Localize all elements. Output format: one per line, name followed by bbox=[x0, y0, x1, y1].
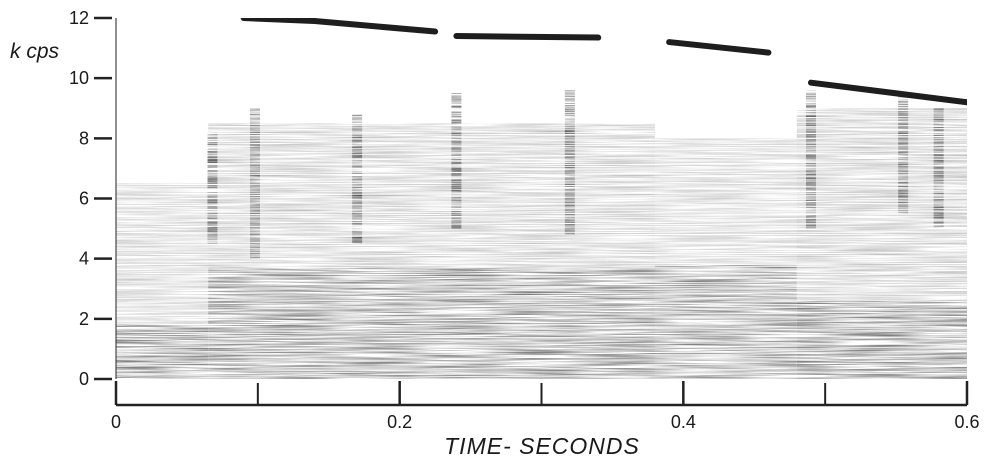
y-tick-label: 2 bbox=[79, 309, 89, 329]
y-tick-label: 10 bbox=[69, 68, 89, 88]
spectrogram-striations bbox=[207, 90, 944, 259]
y-axis-title: k cps bbox=[10, 40, 60, 63]
vertical-striation bbox=[451, 93, 462, 229]
vertical-striation bbox=[933, 108, 944, 229]
y-tick-label: 8 bbox=[79, 128, 89, 148]
spectrogram-formant-lines bbox=[240, 18, 967, 106]
vertical-striation bbox=[249, 108, 260, 259]
y-axis: 0 2 4 6 8 10 12 bbox=[69, 8, 117, 389]
formant-line bbox=[311, 18, 439, 35]
spectrogram-region bbox=[654, 264, 797, 379]
vertical-striation bbox=[898, 96, 909, 214]
x-axis: 0 0.2 0.4 0.6 bbox=[111, 381, 980, 432]
y-tick-label: 0 bbox=[79, 369, 89, 389]
formant-line bbox=[240, 18, 318, 25]
spectrogram-region bbox=[116, 324, 209, 379]
x-tick-label: 0.4 bbox=[671, 412, 696, 432]
vertical-striation bbox=[207, 132, 218, 244]
x-tick-label: 0.6 bbox=[954, 412, 979, 432]
spectrogram-region bbox=[654, 138, 797, 265]
spectrogram-plot-area bbox=[116, 18, 967, 379]
x-tick-label: 0 bbox=[111, 412, 121, 432]
spectrogram-region bbox=[208, 267, 655, 379]
spectrogram-region bbox=[116, 183, 209, 325]
spectrogram-regions bbox=[116, 108, 967, 379]
formant-line bbox=[666, 39, 772, 56]
y-tick-label: 12 bbox=[69, 8, 89, 28]
y-tick-label: 6 bbox=[79, 189, 89, 209]
y-tick-label: 4 bbox=[79, 249, 89, 269]
vertical-striation bbox=[805, 90, 816, 229]
formant-line bbox=[807, 79, 967, 106]
formant-line bbox=[453, 33, 602, 41]
x-tick-label: 0.2 bbox=[387, 412, 412, 432]
x-axis-title: TIME- SECONDS bbox=[444, 433, 640, 459]
vertical-striation bbox=[564, 90, 575, 235]
spectrogram-region bbox=[796, 300, 967, 379]
vertical-striation bbox=[352, 114, 363, 244]
spectrogram-region bbox=[208, 123, 655, 268]
